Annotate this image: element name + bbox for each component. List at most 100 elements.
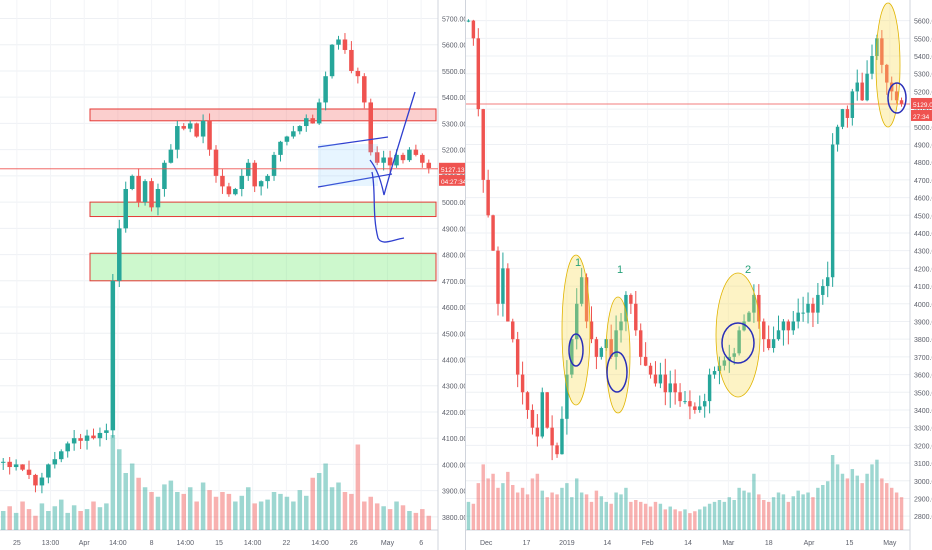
volume-bar [245, 487, 251, 530]
bearish-projection-stroke[interactable] [371, 171, 405, 243]
candle-body [26, 469, 32, 475]
volume-bar [200, 482, 206, 530]
volume-bar [58, 499, 64, 530]
candle-body [496, 250, 500, 304]
volume-bar [26, 509, 32, 530]
marker-circle-1a[interactable] [568, 333, 584, 367]
volume-bar [850, 469, 855, 530]
candle-body [194, 123, 199, 137]
volume-bar [855, 475, 859, 530]
candle-body [855, 82, 859, 92]
candle-body [747, 312, 751, 322]
channel-top-line[interactable] [317, 136, 389, 148]
volume-bar [129, 463, 135, 530]
bullish-projection-stroke[interactable] [369, 91, 416, 196]
y-tick-label: 4200.00 [442, 410, 466, 417]
candle-body [7, 461, 12, 468]
y-tick-label: 4000.0 [914, 302, 932, 309]
volume-bar [875, 459, 879, 530]
price-badge-label: 5129.0 [913, 102, 932, 109]
y-tick-label: 4400.0 [914, 231, 932, 238]
volume-bar [565, 483, 569, 530]
marker-circle-1b[interactable] [606, 351, 628, 393]
candle-body [880, 38, 884, 65]
candle-body [58, 451, 64, 460]
right-chart-panel[interactable]: 2800.0 2900.0 3000.0 3100.0 3200.0 3300.0 3400… [466, 0, 932, 550]
y-tick-label: 4100.0 [914, 284, 932, 291]
candle-body [413, 149, 419, 155]
volume-bar [52, 506, 58, 530]
panel-divider[interactable] [465, 0, 466, 550]
y-tick-label: 5200.0 [914, 89, 932, 96]
volume-bar [407, 511, 412, 530]
y-tick-label: 4800.0 [914, 160, 932, 167]
candle-body [540, 392, 545, 437]
candle-body [316, 102, 322, 124]
candle-body [678, 392, 682, 402]
highlight-ellipse-top[interactable] [875, 2, 901, 128]
volume-bar [575, 478, 579, 530]
intraday-candlestick-chart[interactable]: 3800.00 3900.00 4000.00 4100.00 4200.00 4300.… [0, 0, 466, 550]
y-tick-label: 5500.0 [914, 36, 932, 43]
volume-bar [400, 505, 406, 530]
volume-bar [304, 495, 309, 530]
candle-body [304, 118, 309, 127]
x-tick-label: May [883, 540, 897, 547]
candle-body [698, 406, 702, 410]
volume-bar [258, 501, 264, 530]
highlight-ellipse-1a[interactable] [561, 254, 591, 406]
marker-circle-2[interactable] [721, 322, 755, 364]
candle-body [200, 120, 206, 137]
support-zone[interactable] [89, 201, 437, 218]
y-tick-label: 3400.0 [914, 408, 932, 415]
highlight-ellipse-2[interactable] [715, 272, 761, 398]
volume-bar [0, 511, 6, 530]
y-tick-label: 5600.00 [442, 43, 466, 50]
support-zone[interactable] [89, 252, 437, 282]
volume-bar [638, 501, 643, 530]
volume-bar [265, 499, 270, 530]
volume-bar [46, 511, 51, 530]
volume-bar [97, 507, 103, 530]
volume-bar [865, 473, 869, 530]
y-tick-label: 5600.0 [914, 19, 932, 26]
candle-body [658, 374, 663, 384]
price-badge-label: 5127.13 [441, 167, 465, 174]
y-tick-label: 4300.0 [914, 249, 932, 256]
y-tick-label: 5200.00 [442, 148, 466, 155]
x-tick-label: May [381, 540, 395, 547]
volume-bar [491, 473, 495, 530]
channel-fill [318, 144, 378, 186]
highlight-ellipse-1b[interactable] [605, 296, 631, 414]
candle-body [732, 353, 736, 357]
volume-bar [420, 509, 425, 530]
volume-bar [515, 492, 520, 530]
volume-bar [117, 449, 122, 530]
marker-circle-top[interactable] [887, 82, 907, 114]
volume-bar [33, 515, 38, 530]
daily-candlestick-chart[interactable]: 2800.0 2900.0 3000.0 3100.0 3200.0 3300.0 3400… [466, 0, 932, 550]
volume-bar [355, 444, 361, 530]
volume-bar [496, 487, 500, 530]
wave-annotation-label: 2 [745, 264, 751, 276]
y-tick-label: 4700.0 [914, 178, 932, 185]
y-tick-label: 5400.00 [442, 95, 466, 102]
left-chart-panel[interactable]: 3800.00 3900.00 4000.00 4100.00 4200.00 4300.… [0, 0, 466, 550]
volume-bar [747, 492, 751, 530]
y-tick-label: 5700.00 [442, 16, 466, 23]
volume-bar [821, 485, 825, 530]
candle-body [545, 392, 549, 428]
volume-bar [194, 501, 199, 530]
channel-bottom-line[interactable] [317, 173, 393, 188]
candle-body [771, 339, 776, 349]
candle-body [786, 321, 791, 331]
candle-body [394, 154, 399, 166]
candle-body [123, 188, 128, 229]
volume-bar [648, 506, 653, 530]
resistance-zone[interactable] [89, 108, 437, 122]
candle-body [589, 321, 594, 340]
volume-bar [506, 471, 510, 530]
candle-body [97, 432, 103, 439]
candle-body [796, 312, 800, 322]
candle-body [65, 443, 70, 452]
